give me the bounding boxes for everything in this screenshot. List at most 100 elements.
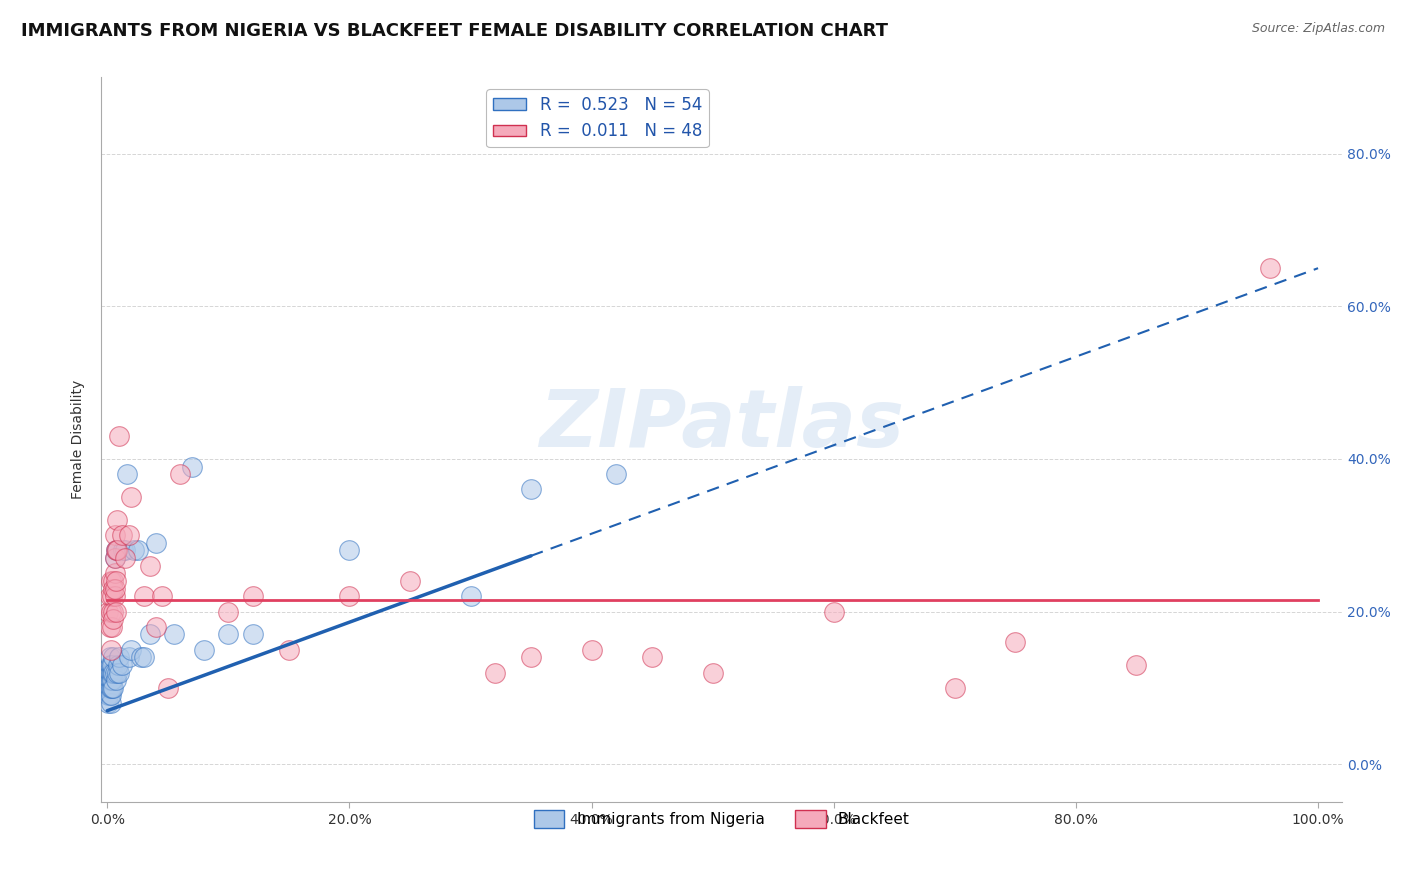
Point: [118, 528, 141, 542]
Point: [104, 574, 127, 588]
Point: [101, 589, 124, 603]
Point: [1004, 635, 1026, 649]
Point: [103, 665, 125, 680]
Point: [193, 642, 215, 657]
Point: [98, 589, 121, 603]
Point: [121, 642, 143, 657]
Point: [132, 650, 155, 665]
Point: [217, 627, 239, 641]
Point: [339, 543, 361, 558]
Legend: Immigrants from Nigeria, Blackfeet: Immigrants from Nigeria, Blackfeet: [527, 804, 915, 835]
Point: [98, 657, 121, 672]
Point: [484, 665, 506, 680]
Point: [103, 566, 125, 581]
Point: [100, 605, 122, 619]
Point: [103, 650, 125, 665]
Y-axis label: Female Disability: Female Disability: [72, 380, 86, 500]
Point: [114, 551, 136, 566]
Point: [169, 467, 191, 482]
Point: [98, 681, 121, 695]
Point: [823, 605, 845, 619]
Point: [103, 582, 125, 596]
Point: [399, 574, 422, 588]
Point: [98, 689, 121, 703]
Point: [121, 490, 143, 504]
Point: [122, 543, 145, 558]
Point: [101, 681, 124, 695]
Point: [114, 543, 136, 558]
Point: [105, 513, 128, 527]
Point: [103, 589, 125, 603]
Point: [138, 627, 160, 641]
Point: [100, 673, 122, 688]
Point: [103, 612, 125, 626]
Point: [115, 467, 138, 482]
Point: [641, 650, 664, 665]
Point: [100, 665, 122, 680]
Point: [104, 605, 127, 619]
Point: [702, 665, 724, 680]
Point: [100, 689, 122, 703]
Point: [101, 620, 124, 634]
Point: [138, 558, 160, 573]
Point: [98, 620, 121, 634]
Point: [98, 665, 121, 680]
Point: [108, 429, 131, 443]
Point: [118, 650, 141, 665]
Point: [127, 543, 149, 558]
Point: [605, 467, 627, 482]
Point: [105, 665, 128, 680]
Point: [242, 627, 264, 641]
Point: [100, 696, 122, 710]
Point: [101, 673, 124, 688]
Point: [129, 650, 152, 665]
Point: [103, 551, 125, 566]
Point: [111, 543, 134, 558]
Point: [105, 543, 128, 558]
Point: [581, 642, 603, 657]
Point: [103, 582, 125, 596]
Point: [277, 642, 299, 657]
Point: [103, 528, 125, 542]
Point: [145, 620, 167, 634]
Point: [105, 543, 128, 558]
Point: [1258, 261, 1281, 276]
Point: [520, 483, 543, 497]
Text: Source: ZipAtlas.com: Source: ZipAtlas.com: [1251, 22, 1385, 36]
Point: [100, 642, 122, 657]
Point: [98, 673, 121, 688]
Point: [107, 657, 129, 672]
Point: [460, 589, 482, 603]
Point: [101, 665, 124, 680]
Point: [100, 574, 122, 588]
Point: [101, 657, 124, 672]
Point: [104, 543, 127, 558]
Text: IMMIGRANTS FROM NIGERIA VS BLACKFEET FEMALE DISABILITY CORRELATION CHART: IMMIGRANTS FROM NIGERIA VS BLACKFEET FEM…: [21, 22, 889, 40]
Point: [242, 589, 264, 603]
Point: [103, 681, 125, 695]
Point: [100, 681, 122, 695]
Point: [97, 681, 120, 695]
Point: [100, 657, 122, 672]
Point: [339, 589, 361, 603]
Point: [156, 681, 179, 695]
Text: ZIPatlas: ZIPatlas: [540, 386, 904, 465]
Point: [97, 665, 120, 680]
Point: [103, 574, 125, 588]
Point: [103, 551, 125, 566]
Point: [97, 689, 120, 703]
Point: [520, 650, 543, 665]
Point: [103, 665, 125, 680]
Point: [111, 657, 134, 672]
Point: [104, 543, 127, 558]
Point: [145, 536, 167, 550]
Point: [108, 665, 131, 680]
Point: [97, 696, 120, 710]
Point: [111, 528, 134, 542]
Point: [132, 589, 155, 603]
Point: [181, 459, 204, 474]
Point: [150, 589, 173, 603]
Point: [163, 627, 186, 641]
Point: [943, 681, 966, 695]
Point: [97, 605, 120, 619]
